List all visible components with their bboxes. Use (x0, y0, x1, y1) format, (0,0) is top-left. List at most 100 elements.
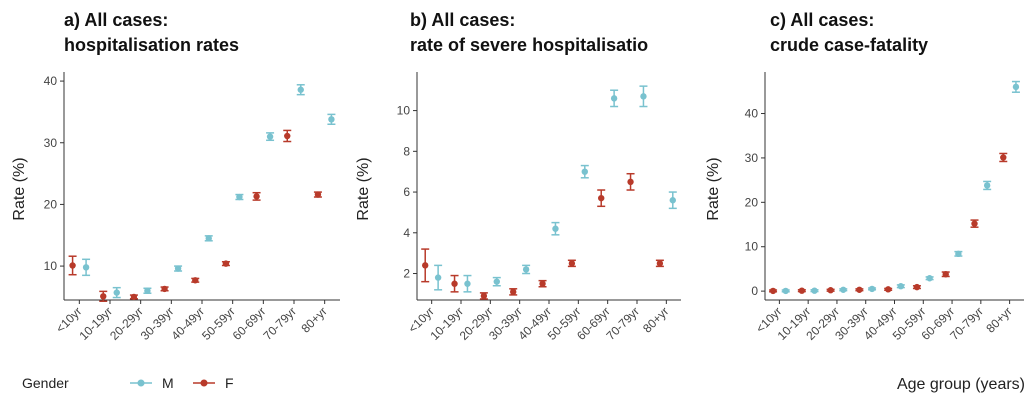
x-tick-label: 80+yr (640, 304, 671, 335)
y-tick-label: 0 (751, 284, 758, 298)
y-tick-label: 40 (44, 74, 58, 88)
y-tick-label: 6 (403, 185, 410, 199)
data-point-f (884, 286, 892, 293)
x-tick-label: 50-59yr (199, 304, 238, 343)
data-point-m (955, 250, 962, 258)
legend-m-label: M (162, 375, 174, 391)
x-tick-label: 40-49yr (168, 304, 207, 343)
data-point-m (82, 264, 90, 271)
data-point-m (328, 116, 335, 123)
data-point-f (1000, 154, 1007, 161)
y-tick-label: 10 (44, 259, 58, 273)
data-point-f (769, 287, 777, 295)
data-point-m (236, 193, 243, 201)
data-point-f (568, 260, 576, 267)
data-point-f (798, 287, 806, 294)
legend-m-point (137, 379, 145, 387)
data-point-f (856, 286, 863, 293)
data-point-f (100, 293, 107, 300)
data-point-f (451, 280, 458, 287)
data-point-f (627, 178, 634, 186)
data-point-m (297, 86, 304, 93)
data-point-f (130, 293, 138, 301)
data-point-m (522, 266, 530, 273)
legend-title: Gender (22, 375, 69, 391)
x-tick-label: 70-79yr (603, 304, 642, 343)
y-axis-label: Rate (%) (355, 157, 372, 220)
data-point-m (552, 225, 559, 232)
panel-title: a) All cases: (64, 10, 168, 30)
data-point-f (971, 220, 978, 227)
x-tick-label: 80+yr (983, 304, 1014, 335)
data-point-f (510, 288, 517, 296)
x-tick-label: 80+yr (298, 304, 329, 335)
data-point-f (222, 260, 230, 267)
y-tick-label: 10 (397, 104, 411, 118)
data-point-m (113, 289, 120, 296)
data-point-m (926, 275, 933, 282)
x-tick-label: 60-69yr (230, 304, 269, 343)
y-tick-label: 2 (403, 267, 410, 281)
data-point-m (174, 265, 182, 272)
panel-2: c) All cases: crude case-fatality 0 10 20 30 4… (705, 10, 1024, 343)
legend-f-point (200, 379, 208, 387)
y-tick-label: 20 (745, 195, 759, 209)
data-point-f (69, 262, 76, 269)
data-point-m (840, 286, 847, 293)
y-tick-label: 40 (745, 107, 759, 121)
data-point-f (942, 271, 949, 278)
x-tick-label: 70-79yr (947, 304, 986, 343)
data-point-m (897, 283, 905, 290)
data-point-m (464, 280, 471, 287)
y-tick-label: 30 (44, 136, 58, 150)
panel-0: a) All cases: hospitalisation rates 10 20 30… (11, 10, 340, 343)
y-tick-label: 4 (403, 226, 410, 240)
y-tick-label: 20 (44, 197, 58, 211)
panel-1: b) All cases: rate of severe hospitalisat… (355, 10, 681, 343)
data-point-m (983, 182, 991, 189)
y-tick-label: 10 (745, 240, 759, 254)
data-point-f (827, 287, 834, 294)
x-tick-label: 20-29yr (107, 304, 146, 343)
x-tick-label: 30-39yr (138, 304, 177, 343)
y-tick-label: 8 (403, 144, 410, 158)
data-point-f (913, 283, 921, 291)
data-point-f (539, 280, 546, 287)
data-point-m (1012, 83, 1020, 91)
data-point-f (284, 132, 291, 140)
panel-title: b) All cases: (410, 10, 515, 30)
data-point-m (782, 287, 789, 295)
data-point-m (581, 168, 588, 175)
legend-f-label: F (225, 375, 234, 391)
data-point-f (253, 193, 260, 200)
y-axis-label: Rate (%) (11, 157, 28, 220)
shared-x-axis-label: Age group (years) (897, 376, 1025, 393)
data-point-m (610, 95, 618, 102)
data-point-m (493, 278, 500, 285)
panel-subtitle: crude case-fatality (770, 35, 928, 55)
data-point-m (266, 133, 274, 140)
data-point-f (656, 260, 664, 267)
panel-subtitle: rate of severe hospitalisatio (410, 35, 648, 55)
y-tick-label: 30 (745, 151, 759, 165)
data-point-m (144, 287, 151, 294)
x-tick-label: 70-79yr (260, 304, 299, 343)
data-point-f (598, 194, 605, 202)
data-point-m (868, 285, 876, 293)
data-point-f (192, 277, 199, 284)
panel-subtitle: hospitalisation rates (64, 35, 239, 55)
data-point-f (314, 191, 322, 198)
data-point-f (422, 262, 429, 269)
data-point-f (480, 292, 488, 300)
legend: Gender M F (22, 375, 234, 391)
y-axis-label: Rate (%) (705, 157, 722, 220)
data-point-m (811, 287, 818, 294)
data-point-f (161, 285, 168, 293)
data-point-m (640, 93, 647, 100)
data-point-m (205, 235, 212, 242)
x-tick-label: 10-19yr (76, 304, 115, 343)
data-point-m (434, 274, 442, 281)
data-point-m (669, 197, 676, 204)
panel-title: c) All cases: (770, 10, 874, 30)
